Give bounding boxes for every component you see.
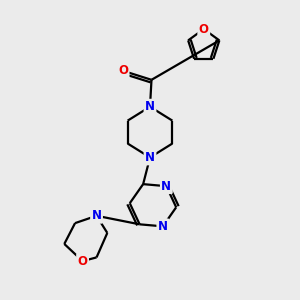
Text: N: N [158,220,168,233]
Text: N: N [145,100,155,113]
Text: O: O [199,22,209,36]
Text: O: O [118,64,128,77]
Text: N: N [92,209,101,222]
Text: N: N [145,151,155,164]
Text: O: O [78,255,88,268]
Text: N: N [161,180,171,193]
